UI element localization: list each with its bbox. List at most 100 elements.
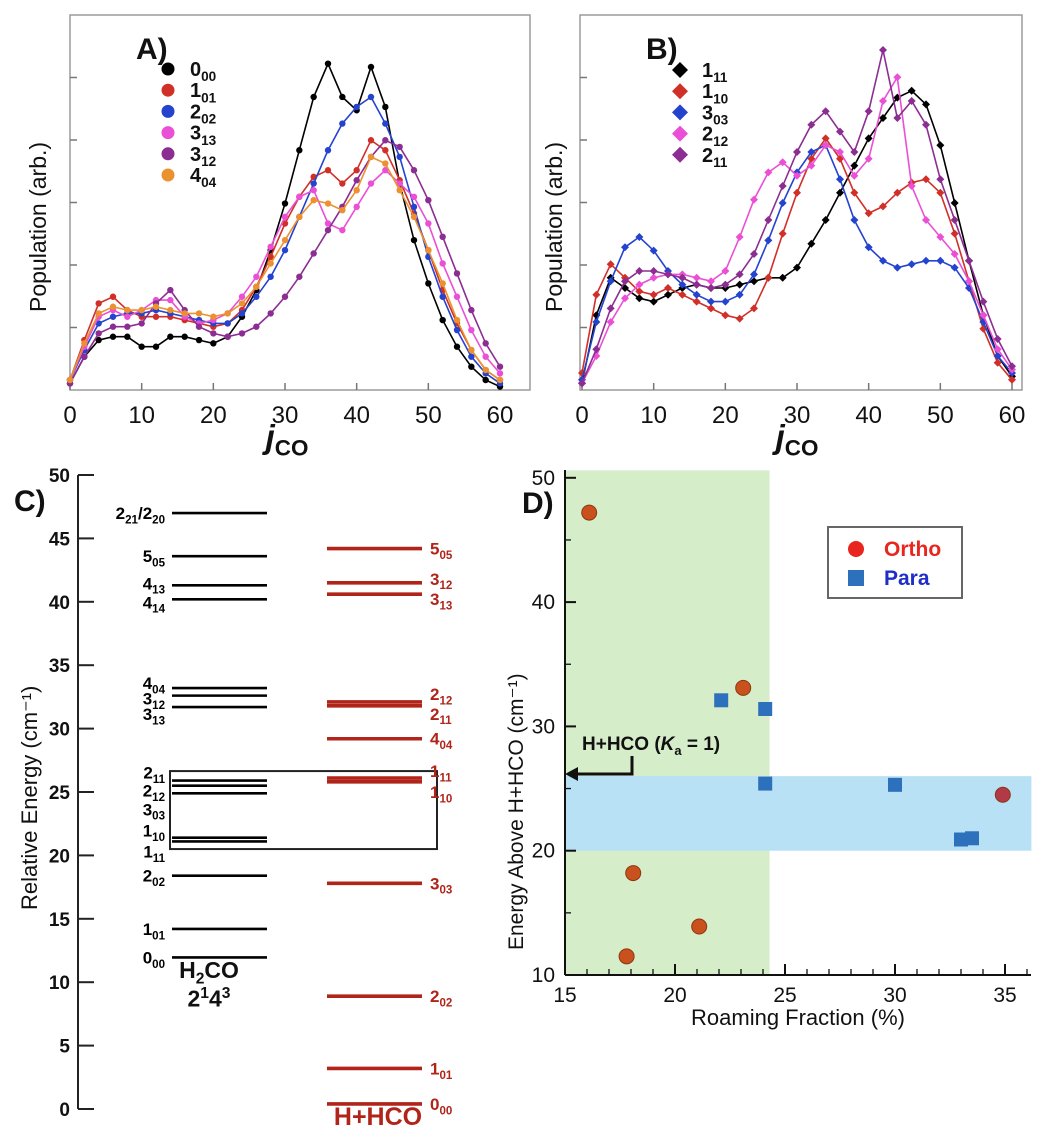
data-point — [936, 256, 945, 265]
series-line — [581, 49, 1013, 384]
data-point — [993, 358, 1002, 367]
series-line — [581, 144, 1013, 380]
data-point — [210, 340, 217, 347]
data-point — [468, 326, 475, 334]
axes: 15 20 25 30 35 10 20 30 40 50 — [532, 467, 1031, 1007]
y-tick-label: 35 — [49, 656, 71, 677]
data-point — [864, 154, 873, 163]
data-point — [181, 333, 188, 340]
legend-marker — [161, 62, 175, 76]
energy-level-label: 110 — [143, 822, 165, 844]
legend-marker — [848, 570, 864, 586]
data-point — [439, 233, 446, 241]
panel-c-label: C) — [14, 485, 46, 518]
data-point — [635, 280, 644, 289]
data-point — [195, 336, 203, 344]
data-point — [109, 333, 117, 340]
data-point — [907, 86, 916, 95]
hhco-label: H+HCO — [333, 1103, 423, 1131]
data-point — [281, 246, 289, 254]
data-point — [678, 280, 687, 289]
data-point — [339, 93, 346, 101]
data-point — [836, 188, 844, 197]
data-point — [664, 270, 672, 279]
y-tick-label: 30 — [49, 720, 70, 741]
series-line — [69, 155, 501, 381]
data-point — [821, 107, 830, 116]
data-point — [482, 376, 489, 384]
data-point — [664, 290, 672, 299]
data-point — [439, 293, 446, 300]
legend-label: 313 — [190, 123, 217, 148]
data-point — [893, 114, 902, 122]
y-tick-label: 40 — [532, 591, 555, 614]
data-point — [496, 376, 504, 384]
data-point — [793, 171, 801, 180]
data-point — [692, 290, 701, 299]
scatter-series — [581, 504, 1011, 965]
data-point — [267, 243, 274, 251]
data-point — [735, 280, 744, 289]
data-point — [850, 171, 859, 180]
data-point — [807, 120, 816, 129]
degenerate-levels-box — [169, 770, 438, 851]
axis-ticks: 0 10 20 30 40 50 60 — [575, 76, 1026, 429]
energy-level-label: 211 — [430, 705, 452, 727]
data-point — [410, 203, 418, 211]
legend-label: 000 — [190, 59, 216, 84]
data-point — [267, 310, 274, 317]
data-point — [382, 120, 389, 127]
data-point — [721, 267, 730, 275]
data-point — [606, 304, 615, 313]
y-tick-label: 5 — [59, 1037, 70, 1058]
data-point — [367, 180, 375, 187]
x-tick-label: 50 — [927, 402, 954, 429]
data-point — [735, 314, 744, 323]
data-point — [793, 263, 801, 272]
x-tick-label: 60 — [999, 402, 1026, 429]
annotation-arrowhead — [565, 767, 578, 781]
energy-level-label: 111 — [143, 842, 165, 864]
vibrational-state-label: 2143 — [187, 985, 231, 1012]
data-point — [425, 280, 432, 287]
data-point — [382, 103, 389, 111]
data-point — [210, 330, 217, 337]
data-point — [893, 263, 902, 272]
data-point — [195, 310, 203, 317]
data-point — [253, 273, 260, 280]
data-point — [649, 297, 658, 306]
legend-marker — [161, 83, 175, 97]
data-point — [396, 143, 403, 151]
data-point — [993, 335, 1002, 343]
data-point — [281, 213, 289, 221]
scatter-point — [735, 679, 752, 696]
legend-marker — [672, 146, 688, 163]
data-point — [707, 284, 715, 292]
data-point — [936, 141, 945, 150]
data-point — [950, 250, 959, 258]
series-line — [581, 74, 1013, 384]
data-point — [396, 187, 403, 194]
x-tick-label: 30 — [784, 402, 811, 429]
scatter-point — [994, 786, 1011, 803]
annotation: H+HCO (Ka = 1) — [565, 734, 720, 781]
data-point — [353, 187, 360, 194]
data-point — [167, 333, 174, 340]
x-tick-label: 20 — [663, 984, 686, 1007]
scatter-point — [625, 865, 642, 882]
data-point — [253, 323, 260, 330]
data-point — [907, 182, 916, 190]
data-point — [396, 180, 403, 187]
y-tick-label: 50 — [49, 466, 70, 487]
series — [66, 60, 504, 390]
data-point — [750, 250, 758, 258]
data-point — [382, 167, 389, 174]
data-point — [735, 270, 744, 279]
data-point — [750, 304, 758, 313]
data-point — [267, 253, 274, 260]
data-point — [936, 188, 945, 197]
data-point — [310, 187, 317, 194]
series — [578, 86, 1016, 388]
data-point — [922, 216, 930, 224]
